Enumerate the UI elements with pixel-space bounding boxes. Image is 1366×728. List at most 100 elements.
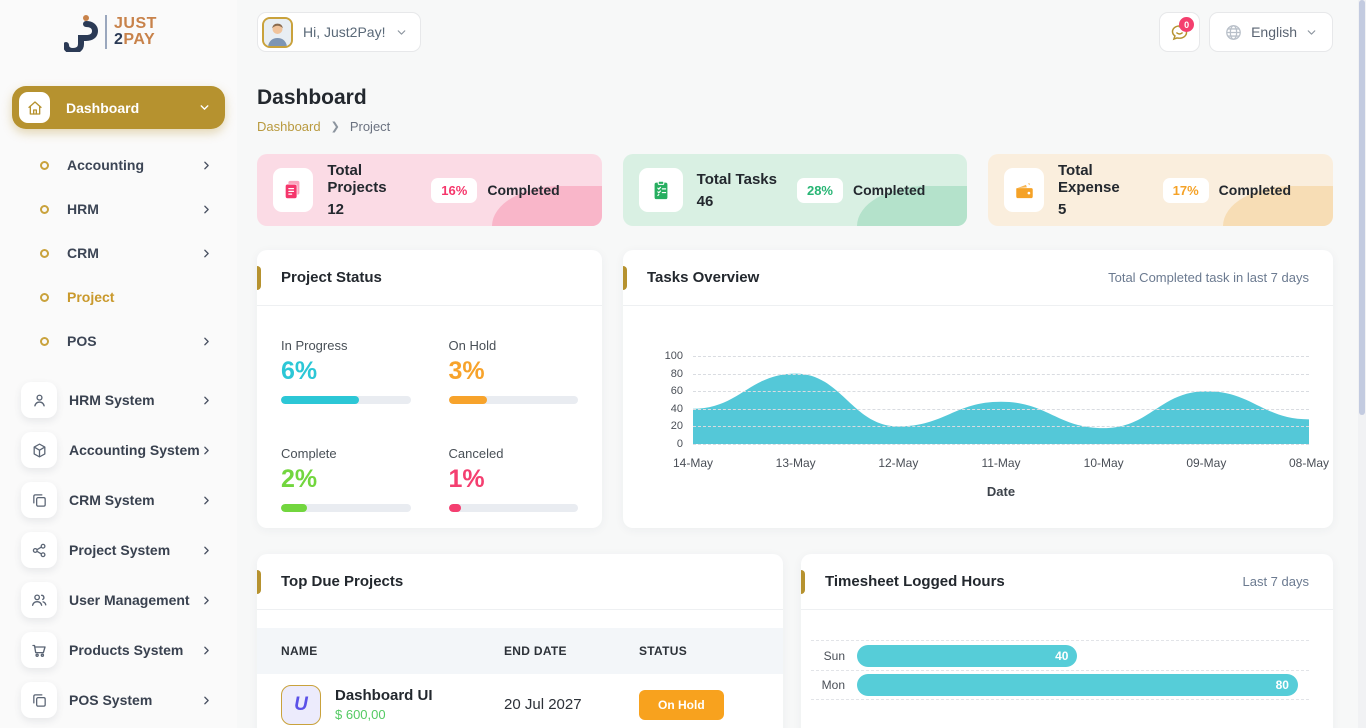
avatar: [262, 16, 293, 48]
stat-card-total-projects: Total Projects 12 16% Completed: [257, 154, 602, 226]
chevron-right-icon: [200, 394, 213, 407]
breadcrumb-separator: ❯: [330, 121, 340, 133]
y-tick-label: 80: [670, 367, 683, 380]
chevron-right-icon: [200, 335, 213, 348]
bullet-icon: [40, 248, 49, 258]
device-icon: [21, 482, 57, 518]
page-title: Dashboard: [257, 86, 367, 109]
tasks-overview-card: Tasks Overview Total Completed task in l…: [623, 250, 1333, 528]
stat-value: 12: [327, 201, 345, 218]
cube-icon: [21, 432, 57, 468]
stat-title: Total Expense: [1058, 162, 1120, 196]
sidebar-item-project-system[interactable]: Project System: [0, 525, 237, 575]
x-tick-label: 09-May: [1186, 456, 1227, 470]
area-series: [693, 373, 1309, 444]
notification-badge: 0: [1179, 17, 1195, 32]
sidebar-item-crm[interactable]: CRM: [0, 231, 237, 275]
sidebar-item-pos[interactable]: POS: [0, 319, 237, 363]
x-tick-label: 08-May: [1288, 456, 1330, 470]
progress-bar: [448, 504, 578, 512]
status-value: 2%: [281, 465, 318, 493]
stat-percent-badge: 28%: [796, 177, 843, 203]
sidebar-item-accounting-system[interactable]: Accounting System: [0, 425, 237, 475]
device-icon: [21, 682, 57, 718]
globe-icon: [1224, 23, 1243, 42]
status-in-progress: In Progress 6%: [281, 338, 411, 404]
card-subtitle: Last 7 days: [1242, 574, 1310, 589]
sidebar-item-products-system[interactable]: Products System: [0, 625, 237, 675]
stat-value: 46: [696, 192, 714, 210]
status-badge[interactable]: On Hold: [639, 689, 724, 720]
chevron-down-icon: [1305, 26, 1318, 39]
status-canceled: Canceled 1%: [448, 446, 578, 512]
chevron-right-icon: [200, 203, 213, 216]
sidebar-item-accounting[interactable]: Accounting: [0, 143, 237, 187]
chevron-right-icon: [200, 444, 213, 457]
bullet-icon: [40, 336, 49, 346]
project-amount: $ 600,00: [335, 707, 386, 722]
sidebar-item-hrm-system[interactable]: HRM System: [0, 375, 237, 425]
y-tick-label: 40: [670, 402, 683, 415]
x-tick-label: 12-May: [878, 456, 919, 470]
bar: 80: [857, 674, 1298, 696]
status-value: 1%: [448, 465, 485, 493]
card-title: Timesheet Logged Hours: [825, 573, 1005, 590]
sidebar-item-dashboard[interactable]: Dashboard: [12, 86, 225, 129]
tasks-area-chart: 100 80 60 40 20 0 14-May 13-May 12-May 11-May 10-…: [623, 306, 1333, 499]
chevron-right-icon: [200, 544, 213, 557]
topbar: Hi, Just2Pay! 0 English: [257, 12, 1333, 52]
status-complete: Complete 2%: [281, 446, 411, 512]
scrollbar-thumb[interactable]: [1359, 0, 1365, 415]
bar-label: Mon: [821, 678, 845, 692]
gridline: [693, 373, 1309, 375]
notifications-button[interactable]: 0: [1159, 12, 1201, 52]
sidebar-item-crm-system[interactable]: CRM System: [0, 475, 237, 525]
timesheet-card: Timesheet Logged Hours Last 7 days Sun 4…: [801, 554, 1333, 728]
chevron-right-icon: [200, 644, 213, 657]
language-selector[interactable]: English: [1209, 12, 1333, 52]
card-subtitle: Total Completed task in last 7 days: [1108, 270, 1309, 285]
project-logo: U: [281, 684, 321, 725]
progress-bar: [281, 396, 411, 404]
status-on-hold: On Hold 3%: [448, 338, 578, 404]
gridline: [693, 444, 1309, 445]
project-end-date: 20 Jul 2027: [504, 696, 582, 713]
timesheet-bar-chart: Sun 40 Mon 80: [801, 610, 1333, 700]
bar-row-mon: Mon 80: [811, 670, 1309, 700]
wallet-icon: [1004, 168, 1044, 212]
chevron-down-icon: [395, 26, 408, 39]
breadcrumb-current: Project: [349, 119, 391, 134]
chevron-right-icon: [200, 694, 213, 707]
y-tick-label: 0: [676, 438, 683, 450]
sidebar-item-project[interactable]: Project: [0, 275, 237, 319]
cart-icon: [21, 632, 57, 668]
chevron-right-icon: [200, 494, 213, 507]
users-icon: [21, 582, 57, 618]
language-label: English: [1251, 24, 1297, 40]
vertical-scrollbar[interactable]: [1358, 0, 1366, 728]
progress-bar: [281, 504, 411, 512]
bullet-icon: [40, 204, 49, 214]
sidebar-item-pos-system[interactable]: POS System: [0, 675, 237, 725]
card-title: Top Due Projects: [281, 573, 404, 590]
bar: 40: [857, 644, 1078, 667]
chevron-right-icon: [200, 247, 213, 260]
table-row[interactable]: U Dashboard UI $ 600,00 20 Jul 2027 On H…: [257, 674, 783, 728]
stat-value: 5: [1058, 201, 1067, 218]
y-tick-label: 100: [664, 350, 683, 362]
gridline: [693, 408, 1309, 410]
column-name: NAME: [281, 644, 318, 658]
share-icon: [21, 532, 57, 568]
user-greeting: Hi, Just2Pay!: [303, 24, 386, 40]
stat-percent-badge: 16%: [431, 177, 478, 203]
breadcrumb-dashboard[interactable]: Dashboard: [257, 119, 321, 134]
system-menu: HRM System Accounting System CRM System …: [0, 375, 237, 725]
person-icon: [21, 382, 57, 418]
user-menu[interactable]: Hi, Just2Pay!: [257, 12, 422, 52]
sidebar: JUST 2PAY Dashboard Accounting HRM CRM: [0, 0, 237, 728]
project-status-card: Project Status In Progress 6% On Hold 3%…: [257, 250, 602, 528]
sidebar-item-user-management[interactable]: User Management: [0, 575, 237, 625]
brand-logo[interactable]: JUST 2PAY: [0, 0, 237, 52]
gridline: [693, 356, 1309, 357]
sidebar-item-hrm[interactable]: HRM: [0, 187, 237, 231]
